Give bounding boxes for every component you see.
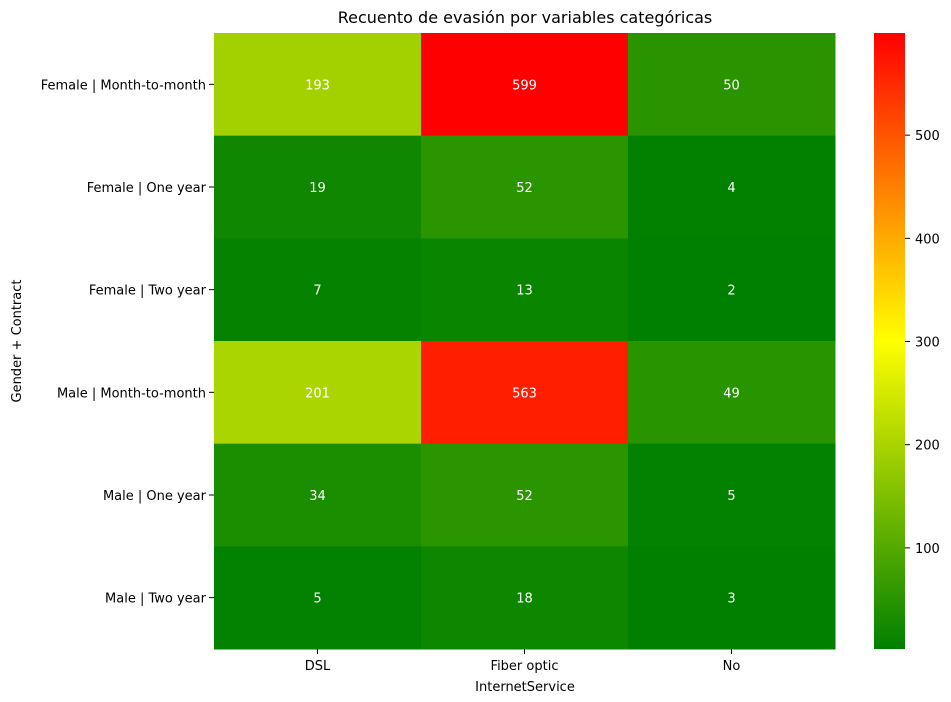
cell-value-label: 201 xyxy=(305,386,330,401)
x-tick-label: DSL xyxy=(305,659,331,674)
cell-value-label: 5 xyxy=(313,592,321,607)
colorbar-tick-label: 200 xyxy=(915,439,940,454)
colorbar-tick-label: 500 xyxy=(915,129,940,144)
cell-value-label: 18 xyxy=(516,592,533,607)
cell-value-label: 50 xyxy=(723,78,740,93)
cell-value-label: 4 xyxy=(727,181,735,196)
cell-value-label: 193 xyxy=(305,78,330,93)
x-axis-label: InternetService xyxy=(475,680,575,695)
heatmap-cell xyxy=(214,33,422,137)
x-tick-label: No xyxy=(723,659,741,674)
y-tick-label: Male | Month-to-month xyxy=(57,386,206,401)
y-tick-label: Male | One year xyxy=(103,489,207,504)
cell-value-label: 2 xyxy=(727,284,735,299)
colorbar-tick-label: 100 xyxy=(915,542,940,557)
cell-value-label: 7 xyxy=(313,284,321,299)
y-tick-labels: Female | Month-to-month Female | One year… xyxy=(41,78,214,607)
cell-value-label: 599 xyxy=(512,78,537,93)
y-tick-label: Female | One year xyxy=(87,181,207,196)
heatmap-cell xyxy=(421,238,629,342)
heatmap-cell xyxy=(421,546,629,650)
x-tick-labels: DSL Fiber optic No xyxy=(305,649,741,674)
heatmap-cell xyxy=(421,443,629,547)
y-tick-label: Female | Month-to-month xyxy=(41,78,206,93)
cell-value-label: 13 xyxy=(516,284,533,299)
heatmap-cell xyxy=(628,546,836,650)
heatmap-cell xyxy=(421,341,629,445)
colorbar xyxy=(874,33,905,649)
y-tick-label: Female | Two year xyxy=(89,284,207,299)
colorbar-tick-label: 400 xyxy=(915,232,940,247)
heatmap-cell xyxy=(214,135,422,239)
heatmap-cell xyxy=(628,238,836,342)
cell-value-label: 5 xyxy=(727,489,735,504)
chart-title: Recuento de evasión por variables categó… xyxy=(338,8,713,27)
heatmap-cell xyxy=(214,341,422,445)
cell-value-label: 49 xyxy=(723,386,740,401)
colorbar-tick-label: 300 xyxy=(915,336,940,351)
heatmap-cell xyxy=(628,135,836,239)
cell-value-label: 563 xyxy=(512,386,537,401)
heatmap-cell xyxy=(214,238,422,342)
heatmap-cell xyxy=(421,33,629,137)
heatmap-cell xyxy=(628,341,836,445)
heatmap-cell xyxy=(628,33,836,137)
colorbar-ticks: 100 200 300 400 500 xyxy=(905,129,940,557)
cell-value-label: 3 xyxy=(727,592,735,607)
y-tick-label: Male | Two year xyxy=(105,592,207,607)
heatmap-cell xyxy=(214,546,422,650)
heatmap-cell xyxy=(421,135,629,239)
heatmap-cell xyxy=(628,443,836,547)
cell-value-label: 52 xyxy=(516,181,533,196)
cell-value-label: 19 xyxy=(309,181,326,196)
heatmap-cell xyxy=(214,443,422,547)
cell-value-label: 52 xyxy=(516,489,533,504)
heatmap-cells: 193 599 50 19 52 4 7 13 2 201 563 49 34 52 5 5 18 3 xyxy=(214,33,836,650)
cell-value-label: 34 xyxy=(309,489,326,504)
y-axis-label: Gender + Contract xyxy=(10,280,25,403)
x-tick-label: Fiber optic xyxy=(491,659,559,674)
